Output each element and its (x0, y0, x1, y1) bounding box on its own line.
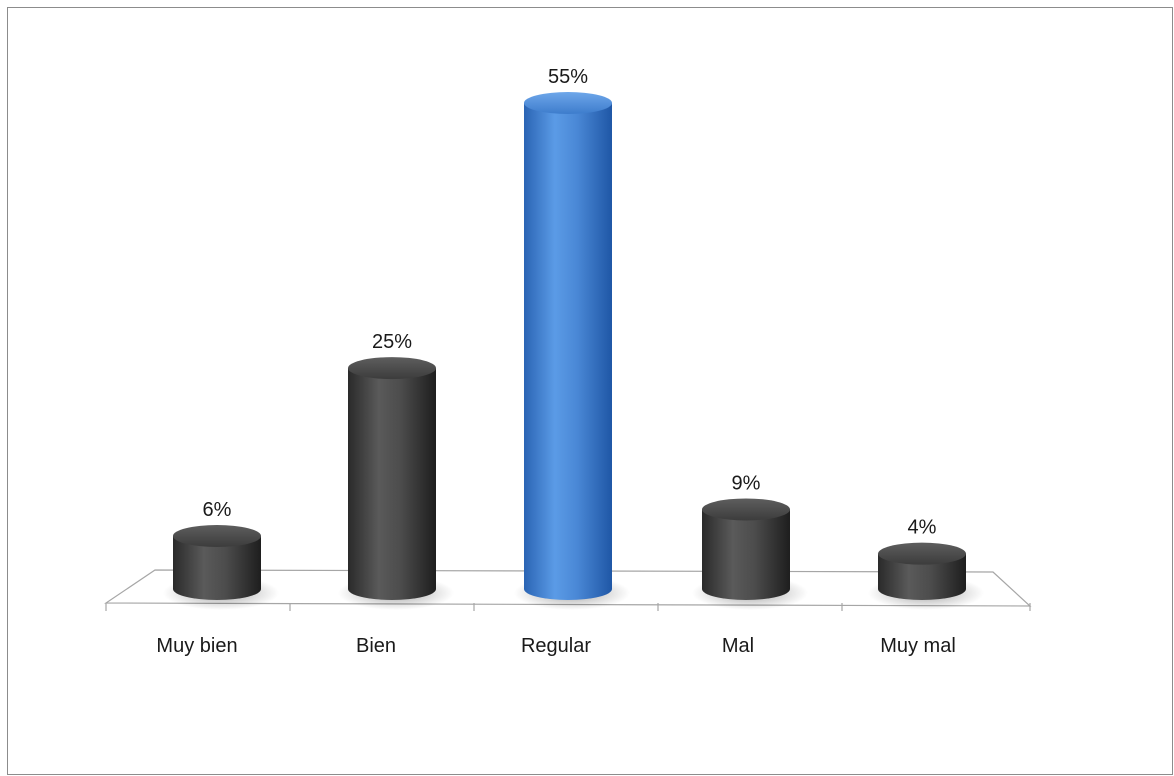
bar-top-bien (348, 357, 436, 380)
category-labels-group: Muy bien Bien Regular Mal Muy mal (156, 635, 955, 657)
category-label-bien: Bien (356, 635, 396, 657)
bar-body-bien (348, 368, 436, 600)
category-label-regular: Regular (521, 635, 591, 657)
data-label-bien: 25% (372, 331, 412, 353)
bar-body-muy-bien (173, 535, 261, 600)
bar-muy-bien (163, 524, 279, 610)
category-label-mal: Mal (722, 635, 754, 657)
bar-top-muy-bien (173, 524, 261, 547)
data-label-muy-bien: 6% (203, 499, 232, 521)
bar-bien (338, 357, 454, 610)
bar-body-mal (702, 509, 790, 600)
bar-top-muy-mal (878, 542, 966, 565)
bar-mal (692, 498, 808, 610)
data-label-regular: 55% (548, 66, 588, 88)
data-label-muy-mal: 4% (908, 517, 937, 539)
bar-regular (514, 92, 630, 610)
data-labels-group: 6% 25% 55% 9% 4% (203, 66, 937, 539)
x-axis-ticks (105, 603, 1031, 611)
bar-body-muy-mal (878, 553, 966, 600)
category-label-muy-bien: Muy bien (156, 635, 237, 657)
category-label-muy-mal: Muy mal (880, 635, 956, 657)
bar-body-regular (524, 103, 612, 600)
bars-group (163, 92, 984, 610)
bar-muy-mal (868, 542, 984, 610)
bar-top-mal (702, 498, 790, 521)
data-label-mal: 9% (732, 472, 761, 494)
bar-top-regular (524, 92, 612, 114)
